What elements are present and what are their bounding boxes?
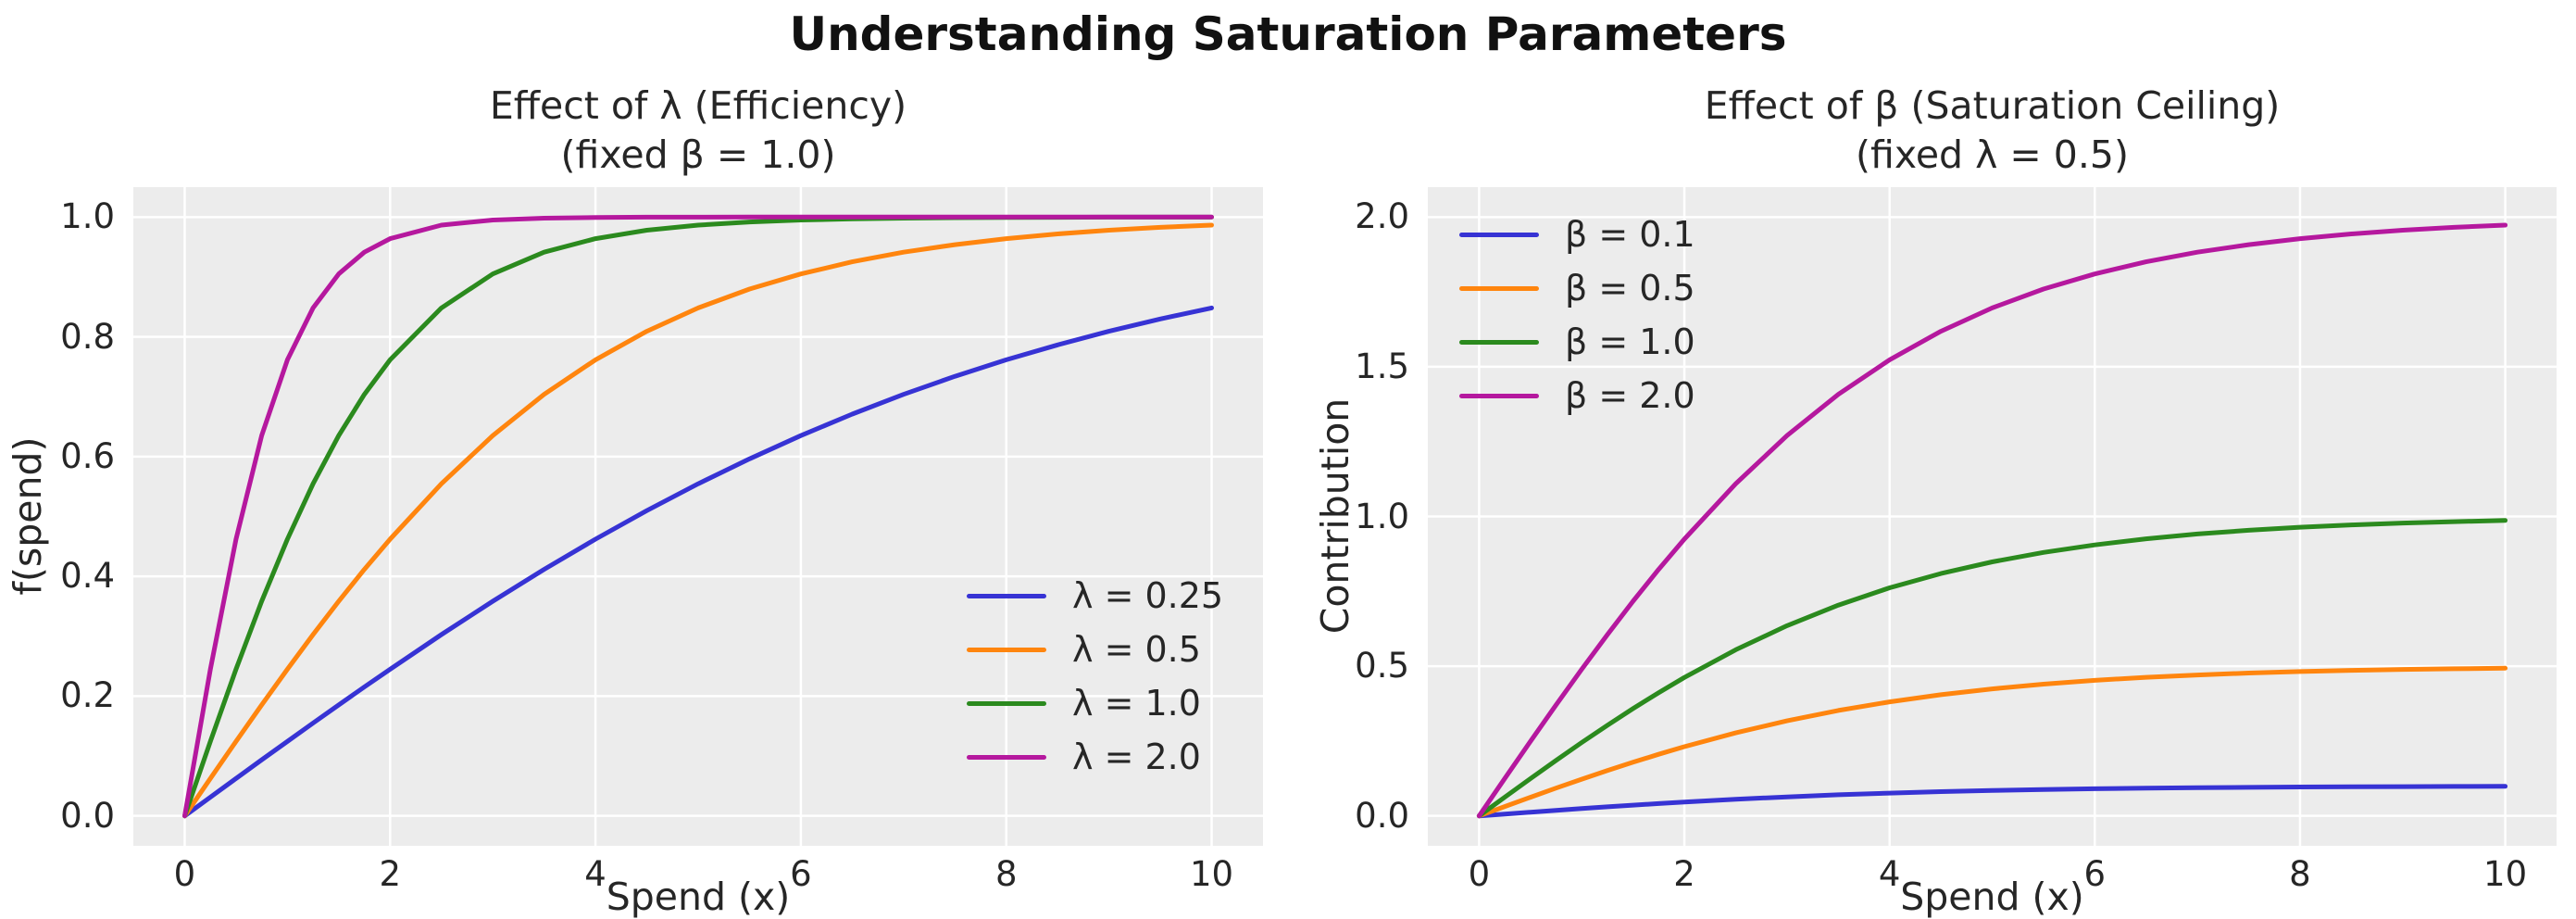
x-tick-label: 6 — [790, 854, 812, 894]
legend-item: λ = 0.25 — [963, 569, 1223, 623]
x-tick-label: 2 — [379, 854, 402, 894]
legend-line-swatch — [967, 593, 1046, 598]
x-tick-label: 8 — [994, 854, 1018, 894]
series-line — [1476, 784, 2508, 819]
y-tick-label: 1.0 — [1355, 496, 1409, 536]
legend-label: β = 1.0 — [1565, 321, 1695, 362]
legend-item: β = 2.0 — [1456, 369, 1695, 422]
x-tick-label: 10 — [1189, 854, 1234, 894]
legend-label: λ = 2.0 — [1072, 736, 1201, 777]
series-line — [182, 305, 1214, 819]
x-tick-label: 4 — [1878, 854, 1901, 894]
legend-item: β = 0.1 — [1456, 208, 1695, 261]
legend-line-swatch — [967, 647, 1046, 652]
y-tick-label: 0.8 — [60, 316, 115, 357]
legend-item: β = 1.0 — [1456, 315, 1695, 369]
x-tick-label: 6 — [2083, 854, 2107, 894]
legend-line-swatch — [967, 754, 1046, 760]
x-tick-label: 0 — [173, 854, 196, 894]
y-tick-label: 0.4 — [60, 556, 115, 597]
legend-line-swatch — [1459, 232, 1539, 237]
series-line — [1476, 665, 2508, 819]
legend-line-swatch — [967, 700, 1046, 706]
legend-label: λ = 0.25 — [1072, 575, 1224, 616]
series-line — [182, 214, 1214, 819]
x-tick-label: 8 — [2289, 854, 2311, 894]
legend-item: β = 0.5 — [1456, 261, 1695, 315]
subplot-title: Effect of λ (Efficiency) (fixed β = 1.0) — [489, 83, 907, 177]
x-axis-label: Spend (x) — [1900, 875, 2084, 919]
legend-line-swatch — [1459, 339, 1539, 345]
y-tick-label: 2.0 — [1355, 196, 1409, 237]
y-tick-label: 0.2 — [60, 675, 115, 716]
x-tick-label: 2 — [1673, 854, 1695, 894]
series-line — [182, 214, 1214, 819]
legend-line-swatch — [1459, 393, 1539, 398]
x-tick-label: 0 — [1468, 854, 1491, 894]
x-axis-label: Spend (x) — [606, 875, 791, 919]
legend: β = 0.1 β = 0.5 β = 1.0 β = 2.0 — [1456, 208, 1695, 422]
y-tick-label: 0.5 — [1355, 646, 1409, 686]
legend-line-swatch — [1459, 285, 1539, 291]
legend-label: λ = 1.0 — [1072, 683, 1201, 724]
plot-area — [1428, 187, 2557, 846]
axes-background — [1428, 187, 2557, 846]
legend-item: λ = 2.0 — [963, 730, 1223, 784]
legend-label: λ = 0.5 — [1072, 629, 1201, 670]
legend-item: λ = 0.5 — [963, 623, 1223, 676]
legend: λ = 0.25 λ = 0.5 λ = 1.0 λ = 2.0 — [963, 569, 1223, 784]
y-tick-label: 1.0 — [60, 196, 115, 237]
series-line — [182, 222, 1214, 819]
series-line — [1476, 222, 2508, 819]
y-tick-label: 0.0 — [1355, 795, 1409, 836]
x-tick-label: 10 — [2483, 854, 2528, 894]
axes-background — [133, 187, 1263, 846]
series-line — [1476, 518, 2508, 819]
x-tick-label: 4 — [584, 854, 606, 894]
y-axis-label: Contribution — [1313, 397, 1357, 635]
legend-label: β = 0.5 — [1565, 268, 1695, 308]
figure-title: Understanding Saturation Parameters — [789, 7, 1787, 61]
y-axis-label: f(spend) — [6, 436, 50, 596]
y-tick-label: 0.0 — [60, 795, 115, 836]
legend-item: λ = 1.0 — [963, 676, 1223, 730]
plot-area — [133, 187, 1263, 846]
y-tick-label: 1.5 — [1355, 346, 1409, 386]
legend-label: β = 0.1 — [1565, 214, 1695, 255]
legend-label: β = 2.0 — [1565, 375, 1695, 416]
subplot-title: Effect of β (Saturation Ceiling) (fixed … — [1704, 83, 2281, 177]
y-tick-label: 0.6 — [60, 435, 115, 476]
